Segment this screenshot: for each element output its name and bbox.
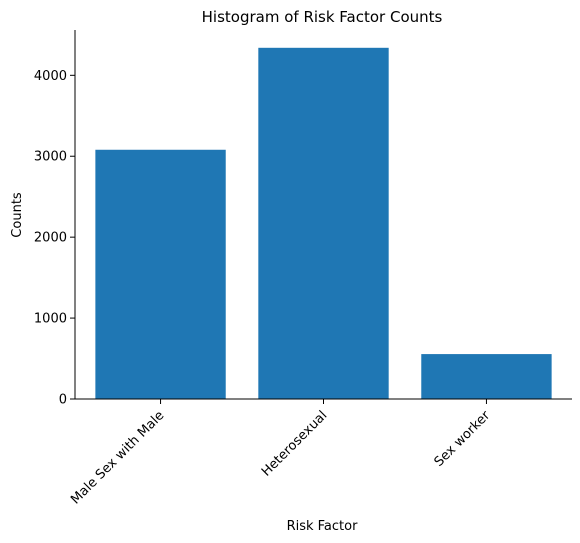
y-tick-label: 2000 — [34, 231, 67, 246]
y-tick-label: 4000 — [34, 69, 67, 84]
chart-title: Histogram of Risk Factor Counts — [202, 8, 443, 26]
x-tick-label: Heterosexual — [259, 408, 330, 479]
x-tick-label: Male Sex with Male — [68, 408, 167, 507]
x-axis-ticks: Male Sex with Male Heterosexual Sex worker — [68, 399, 494, 507]
bars — [95, 47, 552, 399]
bar-heterosexual — [258, 47, 389, 399]
x-axis-label: Risk Factor — [287, 519, 359, 534]
y-axis-ticks: 0 1000 2000 3000 4000 — [34, 69, 75, 408]
bar-sex-worker — [421, 354, 552, 399]
bar-male-sex-with-male — [95, 149, 226, 399]
y-tick-label: 3000 — [34, 150, 67, 165]
y-tick-label: 0 — [59, 393, 67, 408]
x-tick-label: Sex worker — [432, 408, 494, 470]
y-axis-label: Counts — [10, 192, 25, 238]
y-tick-label: 1000 — [34, 312, 67, 327]
